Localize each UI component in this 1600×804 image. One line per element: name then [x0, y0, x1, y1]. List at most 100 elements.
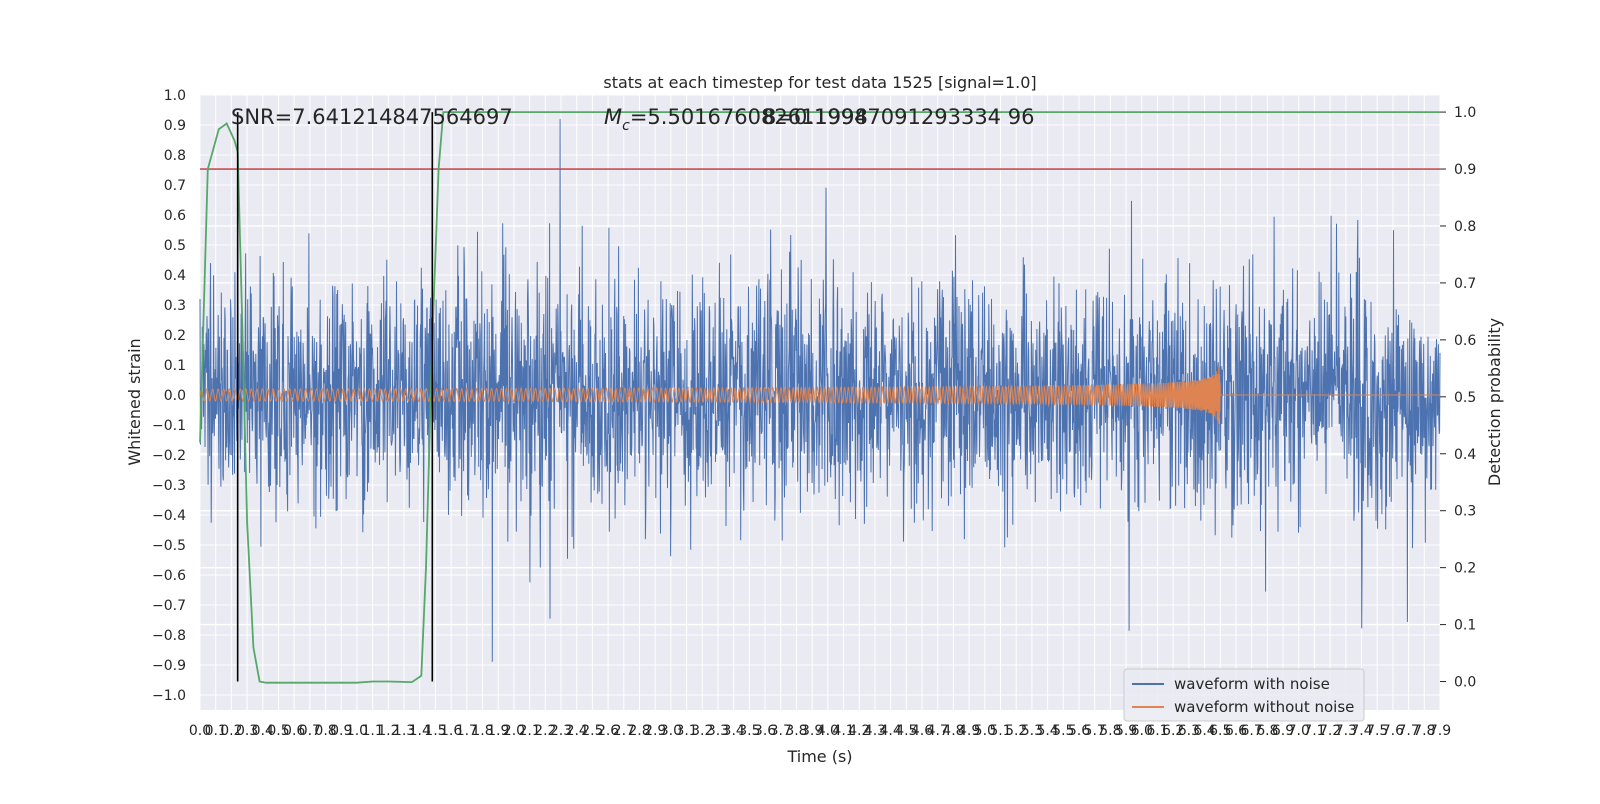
- x-tick-label: 0.1: [205, 723, 227, 739]
- x-tick-label: 5.4: [1036, 723, 1058, 739]
- y-tick-label: −0.1: [152, 418, 186, 434]
- x-tick-label: 3.0: [660, 723, 682, 739]
- y-tick-label: −0.8: [152, 628, 186, 644]
- y-tick-label: 0.9: [164, 118, 186, 134]
- x-tick-label: 3.7: [770, 723, 792, 739]
- annotation-mc: Mc=5.501676082611998: [604, 105, 868, 134]
- axes-layer: 0.00.10.20.30.40.50.60.70.80.91.01.11.21…: [152, 88, 1476, 739]
- x-tick-label: 5.0: [974, 723, 996, 739]
- x-tick-label: 5.1: [989, 723, 1011, 739]
- x-tick-label: 5.7: [1084, 723, 1106, 739]
- x-tick-label: 4.4: [880, 723, 902, 739]
- x-tick-label: 7.0: [1288, 723, 1310, 739]
- y-tick-label: 1.0: [164, 88, 186, 104]
- y2-tick-label: 0.5: [1454, 390, 1476, 406]
- x-tick-label: 7.3: [1335, 723, 1357, 739]
- x-tick-label: 0.5: [267, 723, 289, 739]
- x-tick-label: 5.9: [1115, 723, 1137, 739]
- y2-tick-label: 0.3: [1454, 504, 1476, 520]
- x-tick-label: 4.6: [911, 723, 933, 739]
- annotation-mc-label: M: [604, 105, 622, 129]
- x-tick-label: 6.9: [1272, 723, 1294, 739]
- x-tick-label: 4.5: [895, 723, 917, 739]
- series-detection-probability: [199, 111, 1440, 684]
- x-tick-label: 1.3: [393, 723, 415, 739]
- x-tick-label: 3.3: [707, 723, 729, 739]
- x-tick-label: 4.2: [848, 723, 870, 739]
- y2-tick-label: 0.2: [1454, 561, 1476, 577]
- x-tick-label: 1.8: [471, 723, 493, 739]
- x-tick-label: 1.4: [409, 723, 431, 739]
- x-tick-label: 2.2: [534, 723, 556, 739]
- x-tick-label: 0.9: [330, 723, 352, 739]
- x-tick-label: 6.2: [1162, 723, 1184, 739]
- annotation-snr: SNR=7.641214847564697: [231, 105, 513, 129]
- y-tick-label: −0.6: [152, 568, 186, 584]
- y2-tick-label: 0.4: [1454, 447, 1476, 463]
- x-tick-label: 0.4: [252, 723, 274, 739]
- annotation-mc-value: =5.501676082611998: [630, 105, 868, 129]
- data-layer: [199, 111, 1441, 684]
- x-tick-label: 1.6: [440, 723, 462, 739]
- y-tick-label: 0.2: [164, 328, 186, 344]
- x-tick-label: 0.3: [236, 723, 258, 739]
- x-tick-label: 7.2: [1319, 723, 1341, 739]
- y-tick-label: 0.7: [164, 178, 186, 194]
- y-tick-label: −0.7: [152, 598, 186, 614]
- y2-tick-label: 0.1: [1454, 618, 1476, 634]
- y-tick-label: −0.2: [152, 448, 186, 464]
- x-tick-label: 6.7: [1241, 723, 1263, 739]
- x-tick-label: 0.7: [299, 723, 321, 739]
- x-tick-label: 2.4: [566, 723, 588, 739]
- y-axis-label: Whitened strain: [125, 338, 144, 465]
- y-tick-label: −0.3: [152, 478, 186, 494]
- x-tick-label: 1.7: [456, 723, 478, 739]
- x-tick-label: 3.4: [723, 723, 745, 739]
- y2-tick-label: 0.8: [1454, 219, 1476, 235]
- y-tick-label: −1.0: [152, 688, 186, 704]
- x-tick-label: 7.6: [1382, 723, 1404, 739]
- y-tick-label: 0.8: [164, 148, 186, 164]
- x-tick-label: 0.6: [283, 723, 305, 739]
- x-tick-label: 2.1: [518, 723, 540, 739]
- legend-box: [1123, 668, 1365, 722]
- x-tick-label: 0.2: [220, 723, 242, 739]
- y-tick-label: −0.9: [152, 658, 186, 674]
- x-tick-label: 1.1: [362, 723, 384, 739]
- y-tick-label: 0.4: [164, 268, 186, 284]
- x-tick-label: 5.6: [1068, 723, 1090, 739]
- x-tick-label: 7.4: [1350, 723, 1372, 739]
- x-tick-label: 7.7: [1397, 723, 1419, 739]
- series-waveform-without-noise: [199, 366, 1440, 425]
- x-tick-label: 2.7: [613, 723, 635, 739]
- y-tick-label: 0.1: [164, 358, 186, 374]
- x-tick-label: 4.1: [832, 723, 854, 739]
- x-tick-label: 2.5: [581, 723, 603, 739]
- legend-label-clean: waveform without noise: [1174, 698, 1354, 716]
- x-tick-label: 6.6: [1225, 723, 1247, 739]
- x-tick-label: 6.0: [1131, 723, 1153, 739]
- x-tick-label: 5.3: [1021, 723, 1043, 739]
- x-tick-label: 6.3: [1178, 723, 1200, 739]
- x-tick-label: 5.8: [1099, 723, 1121, 739]
- y2-tick-label: 0.9: [1454, 162, 1476, 178]
- x-tick-label: 7.9: [1429, 723, 1451, 739]
- x-tick-label: 4.3: [864, 723, 886, 739]
- x-tick-label: 1.9: [487, 723, 509, 739]
- x-tick-label: 2.3: [550, 723, 572, 739]
- y-tick-label: 0.3: [164, 298, 186, 314]
- y2-tick-label: 0.7: [1454, 276, 1476, 292]
- x-tick-label: 2.8: [628, 723, 650, 739]
- y-tick-label: 0.0: [164, 388, 186, 404]
- annotation-mc-subscript: c: [622, 118, 630, 134]
- x-tick-label: 4.7: [927, 723, 949, 739]
- x-tick-label: 0.8: [314, 723, 336, 739]
- x-tick-label: 1.0: [346, 723, 368, 739]
- x-tick-label: 2.9: [644, 723, 666, 739]
- y2-tick-label: 0.6: [1454, 333, 1476, 349]
- x-tick-label: 3.1: [675, 723, 697, 739]
- x-tick-label: 1.2: [377, 723, 399, 739]
- y2-tick-label: 1.0: [1454, 105, 1476, 121]
- legend: waveform with noise waveform without noi…: [1123, 668, 1365, 722]
